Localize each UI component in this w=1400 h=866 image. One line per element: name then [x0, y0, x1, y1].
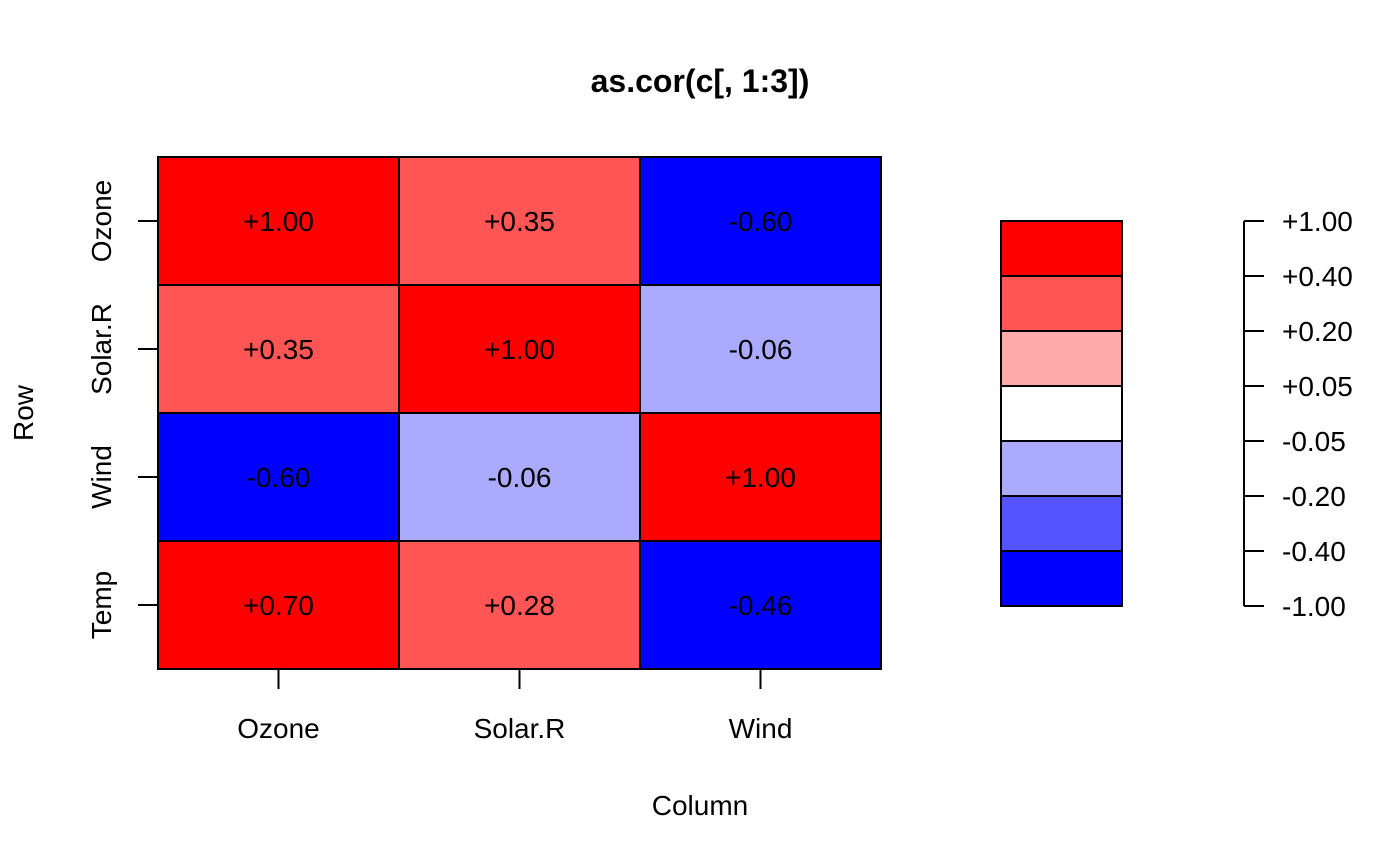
cell-value-label: -0.06: [729, 334, 793, 365]
cell-value-label: +1.00: [725, 462, 796, 493]
cell-value-label: +0.35: [243, 334, 314, 365]
legend-tick-label: -0.05: [1282, 426, 1346, 457]
legend-color-box: [1000, 385, 1123, 442]
legend-color-box: [1000, 220, 1123, 277]
legend-color-box: [1000, 440, 1123, 497]
y-tick-label: Wind: [86, 445, 117, 509]
heatmap-cell: [157, 540, 400, 670]
y-tick-label: Solar.R: [86, 303, 117, 395]
heatmap-cell: [639, 156, 882, 286]
heatmap-cell: [398, 412, 641, 542]
legend-tick-label: -1.00: [1282, 591, 1346, 622]
cell-value-label: +1.00: [243, 206, 314, 237]
heatmap-cells: [157, 156, 882, 670]
heatmap-cell-labels: +1.00 +0.35 -0.60 +0.35 +1.00 -0.06 -0.60 -0.06…: [243, 206, 796, 621]
cell-value-label: -0.06: [488, 462, 552, 493]
legend-tick-label: -0.20: [1282, 481, 1346, 512]
y-axis-title: Row: [8, 384, 39, 441]
heatmap-cell: [639, 540, 882, 670]
legend-tick-label: +1.00: [1282, 206, 1353, 237]
chart-title: as.cor(c[, 1:3]): [591, 63, 810, 99]
legend-axis: +1.00 +0.40 +0.20 +0.05 -0.05 -0.20 -0.40 -1.00: [1243, 206, 1353, 622]
cell-value-label: -0.60: [247, 462, 311, 493]
heatmap-cell: [157, 284, 400, 414]
y-tick-label: Ozone: [86, 180, 117, 263]
x-tick-label: Ozone: [237, 713, 320, 744]
y-tick-label: Temp: [86, 571, 117, 639]
heatmap-cell: [398, 284, 641, 414]
cell-value-label: +0.70: [243, 590, 314, 621]
legend-tick-label: +0.20: [1282, 316, 1353, 347]
x-axis-title: Column: [652, 790, 748, 821]
legend-tick-label: +0.05: [1282, 371, 1353, 402]
heatmap-cell: [157, 156, 400, 286]
legend-color-box: [1000, 275, 1123, 332]
cell-value-label: -0.46: [729, 590, 793, 621]
color-legend: [1000, 220, 1123, 607]
cell-value-label: +1.00: [484, 334, 555, 365]
y-axis: Ozone Solar.R Wind Temp: [86, 180, 158, 639]
heatmap-cell: [398, 156, 641, 286]
x-tick-label: Wind: [729, 713, 793, 744]
x-axis: Ozone Solar.R Wind: [237, 669, 792, 744]
legend-tick-label: -0.40: [1282, 536, 1346, 567]
legend-color-box: [1000, 495, 1123, 552]
legend-color-box: [1000, 330, 1123, 387]
heatmap-cell: [639, 284, 882, 414]
cell-value-label: +0.35: [484, 206, 555, 237]
cell-value-label: -0.60: [729, 206, 793, 237]
legend-color-box: [1000, 550, 1123, 607]
cell-value-label: +0.28: [484, 590, 555, 621]
legend-tick-label: +0.40: [1282, 261, 1353, 292]
x-tick-label: Solar.R: [474, 713, 566, 744]
